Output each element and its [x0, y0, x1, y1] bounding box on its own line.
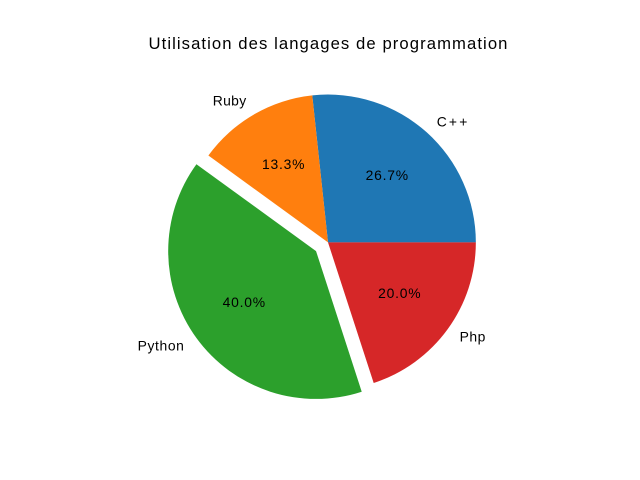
svg-text:Php: Php — [460, 329, 486, 345]
svg-text:Ruby: Ruby — [213, 92, 247, 108]
svg-text:Python: Python — [138, 337, 185, 353]
svg-text:13.3%: 13.3% — [262, 156, 305, 172]
svg-text:C++: C++ — [437, 113, 470, 129]
svg-text:Utilisation des langages de pr: Utilisation des langages de programmatio… — [149, 34, 509, 53]
svg-text:26.7%: 26.7% — [366, 167, 409, 183]
svg-text:20.0%: 20.0% — [378, 285, 421, 301]
svg-text:40.0%: 40.0% — [223, 294, 266, 310]
